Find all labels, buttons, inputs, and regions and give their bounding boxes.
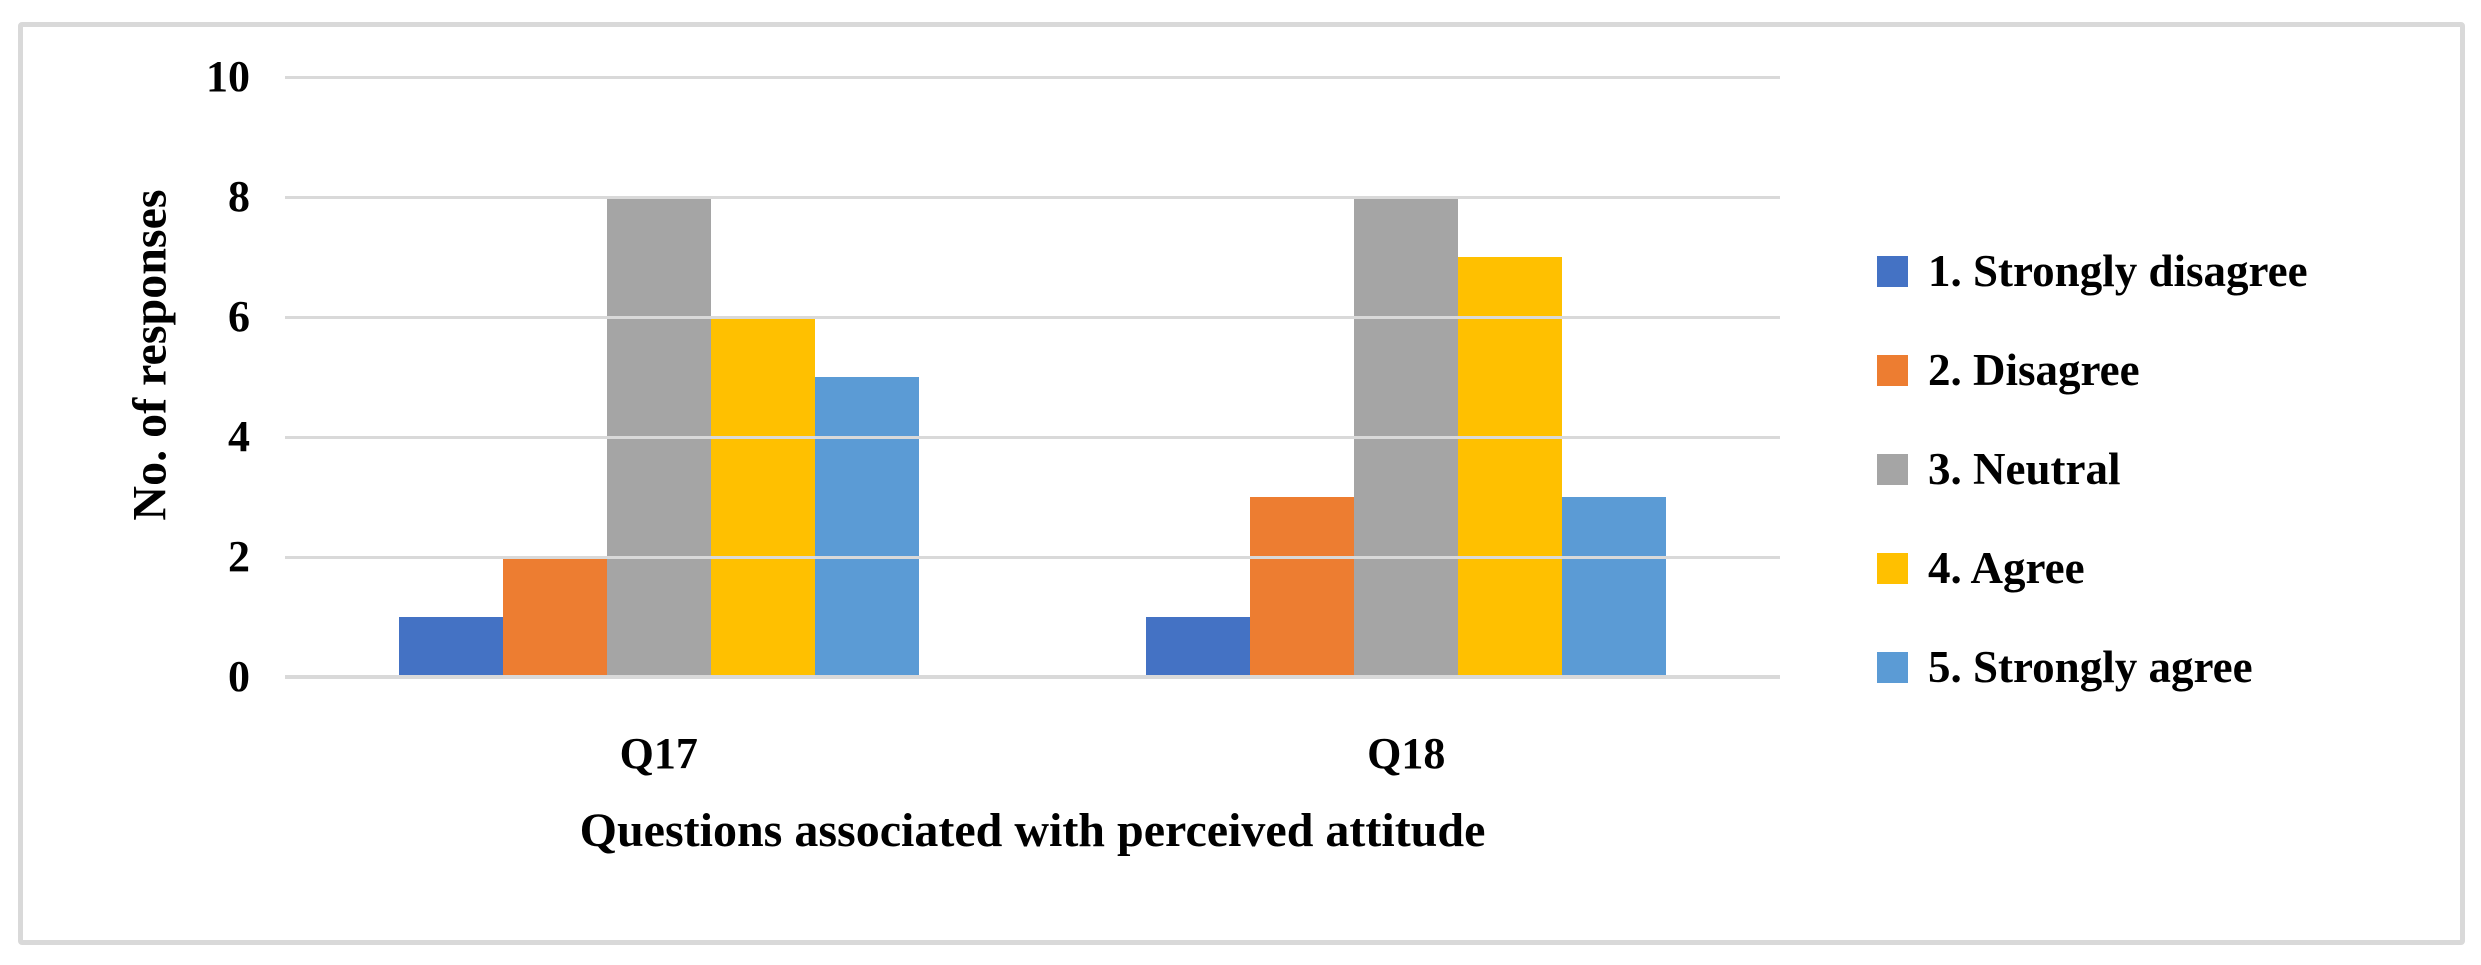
legend-label-2: 2. Disagree xyxy=(1928,345,2140,395)
gridline-y-6 xyxy=(285,315,1780,319)
y-tick-label-2: 2 xyxy=(228,532,250,581)
x-category-label-q18: Q18 xyxy=(1367,729,1446,778)
bar-q18-series-1 xyxy=(1146,617,1251,677)
bar-group-q17 xyxy=(285,77,1033,677)
legend-label-4: 4. Agree xyxy=(1928,543,2085,593)
bar-q18-series-2 xyxy=(1250,497,1355,677)
gridline-y-4 xyxy=(285,435,1780,439)
y-tick-label-0: 0 xyxy=(228,652,250,701)
bar-q18-series-4 xyxy=(1458,257,1563,677)
legend-swatch-5 xyxy=(1877,651,1908,683)
x-axis-line xyxy=(285,675,1780,679)
y-tick-label-10: 10 xyxy=(206,52,250,101)
y-tick-label-8: 8 xyxy=(228,172,250,221)
gridline-y-2 xyxy=(285,555,1780,559)
bar-group-q18 xyxy=(1033,77,1781,677)
legend-label-1: 1. Strongly disagree xyxy=(1928,246,2308,296)
plot-area xyxy=(285,75,1780,679)
bar-q17-series-2 xyxy=(502,557,607,677)
bar-q17-series-4 xyxy=(710,317,815,677)
x-category-label-q17: Q17 xyxy=(619,729,698,778)
legend-item-1: 1. Strongly disagree xyxy=(1877,247,2308,295)
bar-groups xyxy=(285,77,1780,677)
legend-label-5: 5. Strongly agree xyxy=(1928,642,2253,692)
y-tick-label-6: 6 xyxy=(228,292,250,341)
legend-item-2: 2. Disagree xyxy=(1877,346,2308,394)
bar-q17-series-1 xyxy=(398,617,503,677)
y-tick-label-4: 4 xyxy=(228,412,250,461)
gridline-y-10 xyxy=(285,75,1780,79)
legend-swatch-2 xyxy=(1877,354,1908,386)
legend-item-5: 5. Strongly agree xyxy=(1877,643,2308,691)
legend-swatch-1 xyxy=(1877,255,1908,287)
legend-label-3: 3. Neutral xyxy=(1928,444,2121,494)
legend: 1. Strongly disagree 2. Disagree 3. Neutra… xyxy=(1877,247,2308,691)
legend-item-3: 3. Neutral xyxy=(1877,445,2308,493)
legend-swatch-3 xyxy=(1877,453,1908,485)
legend-item-4: 4. Agree xyxy=(1877,544,2308,592)
legend-swatch-4 xyxy=(1877,552,1908,584)
bar-q17-series-5 xyxy=(814,377,919,677)
y-axis-title: No. of responses xyxy=(123,189,177,521)
gridline-y-8 xyxy=(285,195,1780,199)
x-axis-title: Questions associated with perceived atti… xyxy=(579,804,1486,857)
bar-q18-series-5 xyxy=(1562,497,1667,677)
